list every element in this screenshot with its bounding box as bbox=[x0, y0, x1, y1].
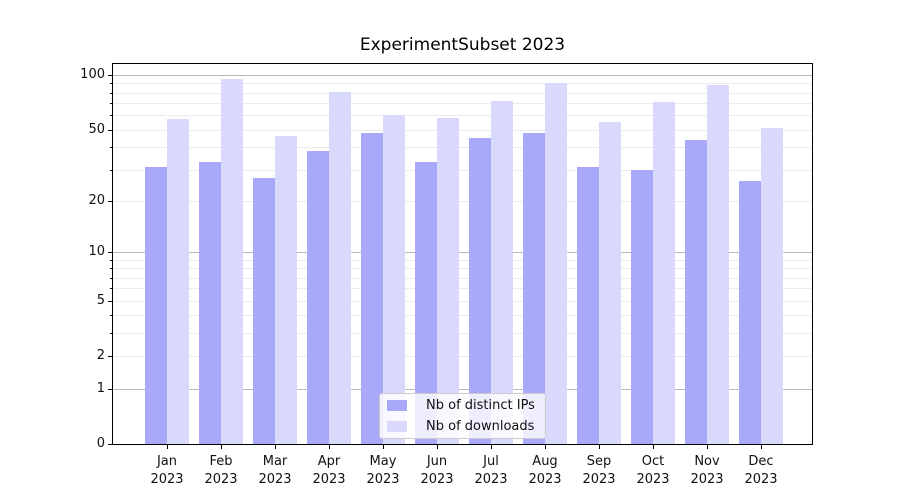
bar-oct-distinct-ips bbox=[631, 169, 653, 444]
y-gridline-minor bbox=[113, 300, 812, 302]
bar-jan-downloads bbox=[167, 119, 189, 444]
bar-sep-distinct-ips bbox=[577, 167, 599, 444]
y-gridline-minor bbox=[113, 288, 812, 290]
y-tick-label: 100 bbox=[80, 67, 105, 83]
bar-oct-downloads bbox=[653, 102, 675, 444]
x-tick-label: Jun 2023 bbox=[420, 454, 454, 487]
x-tick bbox=[383, 445, 384, 449]
bar-aug-downloads bbox=[545, 83, 567, 444]
y-tick bbox=[108, 444, 113, 445]
y-gridline-minor bbox=[113, 83, 812, 85]
x-tick bbox=[545, 445, 546, 449]
y-tick bbox=[108, 75, 113, 77]
y-tick bbox=[108, 388, 113, 390]
x-tick bbox=[761, 445, 762, 449]
plot-area: ExperimentSubset 2023 0 1 2 5 10 20 50 100 Jan … bbox=[80, 35, 813, 487]
x-tick bbox=[167, 445, 168, 449]
y-gridline-minor bbox=[113, 169, 812, 171]
x-tick-label: Mar 2023 bbox=[258, 454, 292, 487]
x-tick-label: Nov 2023 bbox=[690, 454, 724, 487]
y-gridline-minor bbox=[113, 147, 812, 149]
y-tick-minor bbox=[110, 315, 113, 317]
y-gridline-minor bbox=[113, 115, 812, 117]
y-gridline-minor bbox=[113, 333, 812, 335]
y-gridline-major bbox=[113, 388, 812, 390]
y-tick-label: 5 bbox=[96, 292, 105, 308]
x-tick-label: Aug 2023 bbox=[528, 454, 562, 487]
x-tick-label: May 2023 bbox=[366, 454, 400, 487]
y-tick-label: 0 bbox=[96, 436, 105, 451]
x-tick bbox=[599, 445, 600, 449]
y-tick-minor bbox=[110, 115, 113, 117]
x-tick-label: Oct 2023 bbox=[636, 454, 670, 487]
bar-mar-downloads bbox=[275, 136, 297, 444]
y-gridline-minor bbox=[113, 103, 812, 105]
y-tick bbox=[108, 300, 113, 302]
legend-item-distinct-ips: Nb of distinct IPs bbox=[387, 395, 545, 416]
bar-nov-downloads bbox=[707, 85, 729, 444]
y-tick-label: 2 bbox=[96, 348, 105, 364]
y-gridline-minor bbox=[113, 200, 812, 202]
x-tick-label: Feb 2023 bbox=[204, 454, 238, 487]
y-tick-minor bbox=[110, 83, 113, 85]
y-gridline-major bbox=[113, 252, 812, 254]
x-tick-label: Jan 2023 bbox=[150, 454, 184, 487]
y-gridline-minor bbox=[113, 315, 812, 317]
x-tick bbox=[329, 445, 330, 449]
bar-feb-distinct-ips bbox=[199, 162, 221, 444]
y-gridline-minor bbox=[113, 129, 812, 131]
legend-label-downloads: Nb of downloads bbox=[426, 419, 535, 434]
legend: Nb of distinct IPs Nb of downloads bbox=[379, 393, 546, 439]
y-tick-minor bbox=[110, 277, 113, 279]
chart-title: ExperimentSubset 2023 bbox=[359, 35, 566, 55]
x-tick-label: Apr 2023 bbox=[312, 454, 346, 487]
y-gridline-minor bbox=[113, 277, 812, 279]
y-tick-minor bbox=[110, 169, 113, 171]
x-tick bbox=[653, 445, 654, 449]
y-gridline-major bbox=[113, 75, 812, 77]
y-tick-minor bbox=[110, 147, 113, 149]
y-gridline-minor bbox=[113, 259, 812, 261]
x-tick bbox=[707, 445, 708, 449]
y-tick-label: 50 bbox=[88, 121, 105, 137]
x-tick bbox=[275, 445, 276, 449]
x-tick bbox=[437, 445, 438, 449]
y-tick-minor bbox=[110, 288, 113, 290]
x-tick-label: Dec 2023 bbox=[744, 454, 778, 487]
y-tick bbox=[108, 129, 113, 131]
bar-feb-downloads bbox=[221, 79, 243, 444]
y-tick bbox=[108, 252, 113, 254]
bar-apr-distinct-ips bbox=[307, 151, 329, 444]
legend-label-distinct-ips: Nb of distinct IPs bbox=[426, 398, 535, 413]
legend-item-downloads: Nb of downloads bbox=[387, 416, 545, 437]
y-tick-label: 20 bbox=[88, 192, 105, 208]
y-tick-minor bbox=[110, 92, 113, 94]
y-tick-label: 10 bbox=[88, 244, 105, 260]
y-tick-label: 1 bbox=[96, 380, 105, 396]
legend-swatch-distinct-ips bbox=[387, 400, 407, 411]
y-tick bbox=[108, 356, 113, 358]
bar-nov-distinct-ips bbox=[685, 139, 707, 444]
y-tick-minor bbox=[110, 268, 113, 270]
y-tick-minor bbox=[110, 259, 113, 261]
legend-swatch-downloads bbox=[387, 421, 407, 432]
bar-dec-downloads bbox=[761, 128, 783, 444]
x-tick-label: Sep 2023 bbox=[582, 454, 616, 487]
x-tick-label: Jul 2023 bbox=[474, 454, 508, 487]
bar-dec-distinct-ips bbox=[739, 180, 761, 444]
y-tick-minor bbox=[110, 333, 113, 335]
y-tick-minor bbox=[110, 103, 113, 105]
y-tick bbox=[108, 200, 113, 202]
bar-sep-downloads bbox=[599, 122, 621, 444]
bar-apr-downloads bbox=[329, 91, 351, 444]
y-gridline-minor bbox=[113, 268, 812, 270]
bar-mar-distinct-ips bbox=[253, 177, 275, 444]
x-tick bbox=[221, 445, 222, 449]
x-tick bbox=[491, 445, 492, 449]
bar-jan-distinct-ips bbox=[145, 167, 167, 444]
y-gridline-minor bbox=[113, 92, 812, 94]
y-gridline-minor bbox=[113, 356, 812, 358]
